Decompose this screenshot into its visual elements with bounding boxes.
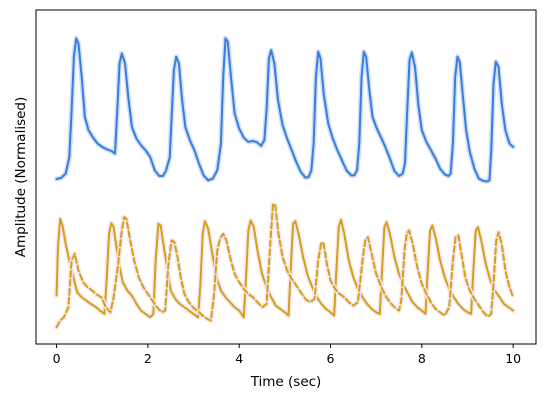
series-2-line: [55, 202, 515, 329]
x-tick-label: 6: [327, 351, 335, 366]
series-2-halo: [54, 201, 516, 330]
x-tick-label: 4: [235, 351, 243, 366]
series-layer: [54, 35, 516, 330]
x-tick-label: 2: [144, 351, 152, 366]
y-axis-label: Amplitude (Normalised): [13, 97, 29, 258]
series-0-halo: [54, 35, 516, 184]
x-tick-label: 0: [53, 351, 61, 366]
x-tick-label: 8: [418, 351, 426, 366]
plot-frame: [35, 9, 537, 345]
x-axis-label: Time (sec): [250, 374, 322, 390]
series-0-line: [55, 37, 515, 183]
x-tick-label: 10: [505, 351, 521, 366]
series-1-line: [55, 217, 515, 319]
x-axis: 0 2 4 6 8 10: [53, 344, 521, 366]
